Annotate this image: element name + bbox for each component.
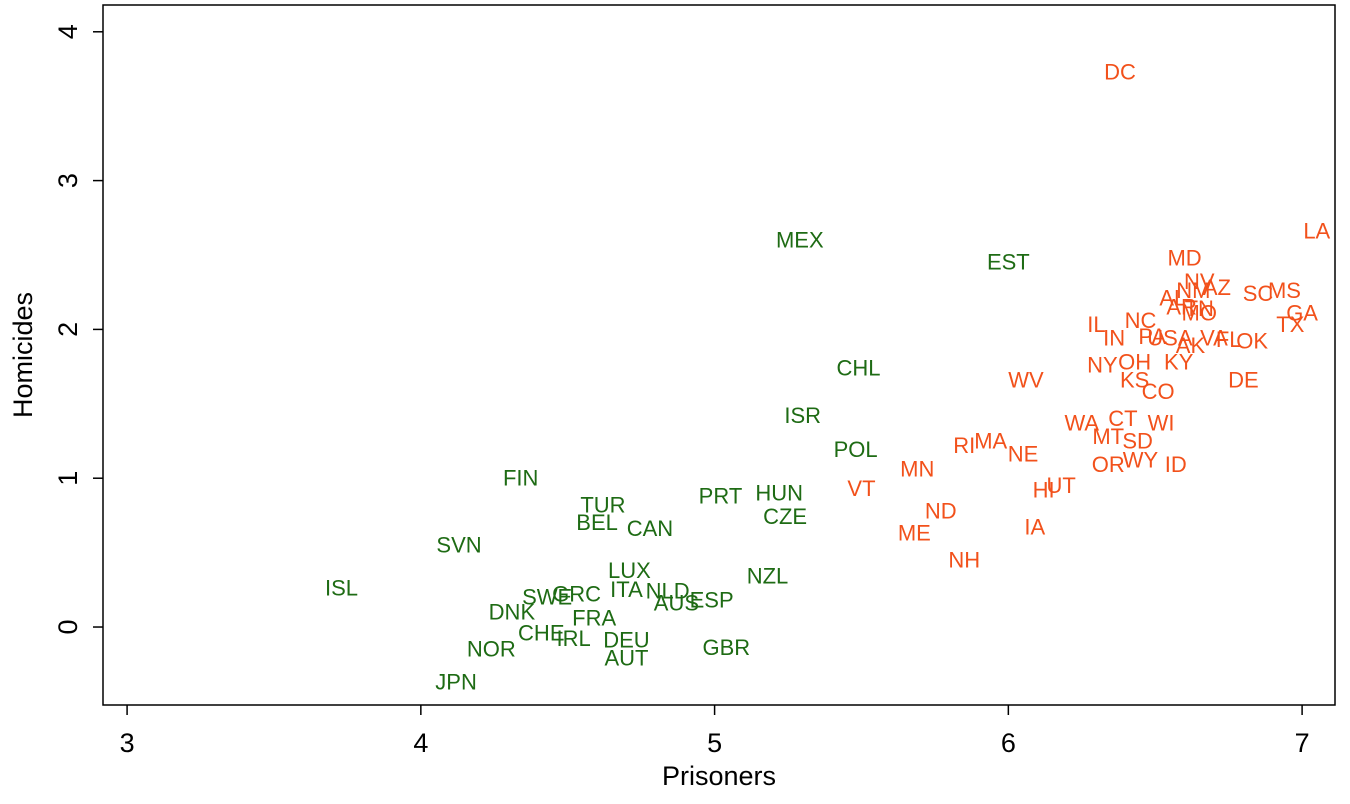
x-tick-label: 3 bbox=[120, 728, 135, 758]
point-label: POL bbox=[834, 437, 878, 462]
point-label: ESP bbox=[690, 588, 734, 613]
point-label: ME bbox=[898, 521, 931, 546]
point-label: WV bbox=[1008, 367, 1044, 392]
point-label: DC bbox=[1104, 59, 1136, 84]
x-axis-label: Prisoners bbox=[662, 761, 776, 791]
y-tick-label: 3 bbox=[53, 173, 83, 188]
point-label: WY bbox=[1123, 448, 1159, 473]
point-label: FIN bbox=[503, 466, 538, 491]
point-label: MA bbox=[974, 428, 1007, 453]
point-label: JPN bbox=[435, 669, 477, 694]
point-label: NV bbox=[1184, 269, 1215, 294]
point-label: USA bbox=[1147, 326, 1193, 351]
point-label: WA bbox=[1064, 410, 1099, 435]
x-tick-label: 7 bbox=[1295, 728, 1310, 758]
point-label: CO bbox=[1142, 379, 1175, 404]
point-label: MT bbox=[1092, 424, 1124, 449]
point-label: CZE bbox=[763, 504, 807, 529]
point-label: AL bbox=[1159, 285, 1186, 310]
point-label: TN bbox=[1185, 296, 1214, 321]
point-label: CHL bbox=[837, 355, 881, 380]
point-label: MO bbox=[1182, 300, 1217, 325]
point-label: ND bbox=[925, 498, 957, 523]
point-label: OK bbox=[1236, 329, 1268, 354]
point-label: MEX bbox=[776, 227, 824, 252]
point-label: BEL bbox=[576, 510, 618, 535]
point-label: VT bbox=[847, 476, 875, 501]
point-label: LA bbox=[1303, 218, 1330, 243]
point-label: AK bbox=[1176, 333, 1206, 358]
point-label: CT bbox=[1108, 406, 1137, 431]
point-label: GBR bbox=[703, 635, 751, 660]
point-label: HUN bbox=[755, 480, 803, 505]
point-label: FRA bbox=[572, 605, 616, 630]
point-label: HI bbox=[1033, 477, 1055, 502]
point-label: TX bbox=[1276, 312, 1304, 337]
point-label: MD bbox=[1167, 245, 1201, 270]
point-label: ISR bbox=[784, 403, 821, 428]
y-tick-label: 1 bbox=[53, 471, 83, 486]
point-label: SVN bbox=[436, 532, 481, 557]
point-label: DEU bbox=[603, 628, 649, 653]
x-tick-label: 5 bbox=[707, 728, 722, 758]
point-label: MN bbox=[900, 457, 934, 482]
point-label: AR bbox=[1166, 294, 1197, 319]
point-label: WI bbox=[1148, 410, 1175, 435]
point-label: IN bbox=[1103, 326, 1125, 351]
point-label: ISL bbox=[325, 576, 358, 601]
point-label: EST bbox=[987, 250, 1030, 275]
point-label: GRC bbox=[552, 582, 601, 607]
point-label: NOR bbox=[467, 637, 516, 662]
y-tick-label: 2 bbox=[53, 322, 83, 337]
point-label: NY bbox=[1087, 352, 1118, 377]
point-label: MS bbox=[1268, 278, 1301, 303]
point-label: KS bbox=[1120, 367, 1149, 392]
point-label: GA bbox=[1286, 300, 1318, 325]
point-label: AUT bbox=[604, 646, 648, 671]
point-label: CAN bbox=[627, 516, 673, 541]
point-label: ITA bbox=[610, 577, 643, 602]
point-label: IL bbox=[1087, 312, 1105, 337]
y-tick-label: 0 bbox=[53, 620, 83, 635]
point-label: KY bbox=[1164, 349, 1194, 374]
point-label: SC bbox=[1243, 281, 1274, 306]
point-label: ID bbox=[1165, 452, 1187, 477]
point-label: SWE bbox=[522, 585, 572, 610]
point-label: PA bbox=[1138, 324, 1166, 349]
point-label: DNK bbox=[489, 599, 536, 624]
point-label: AZ bbox=[1203, 275, 1231, 300]
y-tick-label: 4 bbox=[53, 24, 83, 39]
plot-frame bbox=[102, 4, 1336, 706]
point-label: SD bbox=[1122, 428, 1153, 453]
x-tick-label: 4 bbox=[413, 728, 428, 758]
point-label: NH bbox=[948, 547, 980, 572]
point-label: RI bbox=[953, 433, 975, 458]
point-label: DE bbox=[1228, 367, 1259, 392]
x-tick-label: 6 bbox=[1001, 728, 1016, 758]
point-label: NM bbox=[1176, 278, 1210, 303]
point-label: PRT bbox=[699, 483, 743, 508]
point-label: AUS bbox=[654, 591, 699, 616]
point-label: OR bbox=[1092, 452, 1125, 477]
point-label: NZL bbox=[747, 564, 789, 589]
point-label: TUR bbox=[580, 492, 625, 517]
point-label: FL bbox=[1216, 327, 1242, 352]
point-label: CHE bbox=[518, 620, 564, 645]
point-label: VA bbox=[1200, 326, 1228, 351]
point-label: NC bbox=[1125, 308, 1157, 333]
point-label: IRL bbox=[556, 626, 590, 651]
y-axis-label: Homicides bbox=[8, 292, 38, 418]
point-label: LUX bbox=[608, 558, 651, 583]
point-label: UT bbox=[1047, 473, 1076, 498]
point-label: NLD bbox=[646, 579, 690, 604]
point-label: NE bbox=[1008, 442, 1039, 467]
point-label: IA bbox=[1024, 515, 1045, 540]
point-label: OH bbox=[1118, 349, 1151, 374]
